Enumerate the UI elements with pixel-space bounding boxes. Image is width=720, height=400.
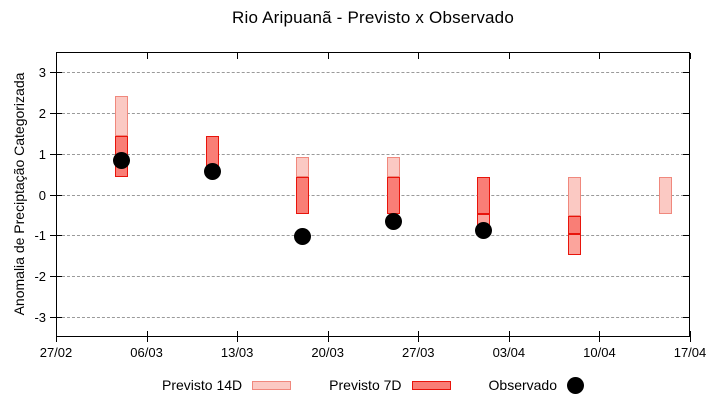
gridline-y-1 [57, 235, 689, 237]
forecast-bar-light-15/04 [658, 177, 672, 214]
legend-label: Observado [488, 377, 557, 393]
y-tick-left [50, 72, 62, 74]
x-tick-label: 27/03 [402, 345, 435, 360]
forecast-bar-dark-01/04 [477, 177, 491, 214]
y-tick-left [50, 153, 62, 155]
y-tick-left [50, 275, 62, 277]
observed-dot-01/04 [475, 221, 493, 239]
forecast-bar-dark-08/04 [568, 215, 582, 235]
x-tick-label: 13/03 [220, 345, 254, 360]
x-tick-label: 10/04 [583, 345, 616, 360]
forecast-bar-light-08/04 [568, 177, 582, 216]
y-tick-left [50, 113, 62, 115]
y-tick-right [683, 113, 689, 115]
forecast-bar-light-25/03 [386, 156, 400, 178]
legend-label: Previsto 7D [329, 377, 402, 393]
gridline-y3 [57, 72, 689, 74]
y-tick-label: 3 [38, 65, 46, 81]
x-tick-top [690, 53, 691, 59]
y-tick-label: 0 [38, 187, 46, 203]
gridline-y-2 [57, 275, 689, 277]
x-tick-label: 06/03 [130, 345, 163, 360]
legend-observed-dot-icon [567, 376, 584, 394]
x-tick-label: 03/04 [492, 345, 526, 360]
legend-item-previsto-7d: Previsto 7D [329, 377, 451, 393]
y-tick-right [683, 194, 689, 196]
legend-swatch-dark [411, 380, 451, 390]
forecast-bar-dark-25/03 [386, 177, 400, 214]
x-tick-bottom [418, 331, 420, 342]
x-tick-label: 20/03 [311, 345, 344, 360]
y-tick-right [683, 72, 689, 74]
x-tick-top [327, 53, 329, 59]
x-tick-label: 17/04 [673, 345, 707, 360]
x-tick-label: 27/02 [39, 345, 73, 360]
x-tick-top [56, 53, 57, 59]
forecast-bar-light-04/03 [115, 95, 129, 137]
observed-dot-18/03 [294, 227, 312, 245]
y-tick-left [50, 316, 62, 318]
x-tick-top [508, 53, 510, 59]
gridline-y2 [57, 113, 689, 115]
observed-dot-25/03 [384, 213, 402, 231]
y-tick-right [683, 316, 689, 318]
y-tick-right [683, 235, 689, 237]
legend-swatch-light [252, 380, 292, 390]
observed-dot-04/03 [113, 152, 131, 170]
x-tick-bottom [508, 331, 510, 342]
plot-area [56, 52, 690, 337]
y-tick-left [50, 235, 62, 237]
x-tick-top [599, 53, 601, 59]
legend-label: Previsto 14D [162, 377, 243, 393]
y-tick-label: -2 [34, 268, 46, 284]
gridline-y0 [57, 194, 689, 196]
legend-item-previsto-14d: Previsto 14D [162, 377, 292, 393]
x-tick-bottom [146, 331, 148, 342]
legend: Previsto 14D Previsto 7D Observado [56, 375, 690, 395]
y-tick-label: 1 [38, 146, 46, 162]
chart-title: Rio Aripuanã - Previsto x Observado [232, 8, 514, 27]
x-tick-top [418, 53, 420, 59]
y-tick-label: -3 [34, 309, 46, 325]
y-tick-left [50, 194, 62, 196]
x-tick-bottom [690, 331, 691, 342]
x-tick-bottom [56, 331, 57, 342]
x-tick-bottom [237, 331, 239, 342]
forecast-bar-light-18/03 [296, 156, 310, 178]
forecast-bar-dark-18/03 [296, 177, 310, 214]
gridline-y-3 [57, 316, 689, 318]
y-tick-right [683, 153, 689, 155]
legend-item-observado: Observado [488, 376, 584, 394]
x-tick-top [146, 53, 148, 59]
x-tick-bottom [599, 331, 601, 342]
x-tick-top [237, 53, 239, 59]
gridline-y1 [57, 153, 689, 155]
observed-dot-11/03 [203, 162, 221, 180]
x-tick-bottom [327, 331, 329, 342]
y-tick-label: 2 [38, 106, 46, 122]
forecast-bar-medium-08/04 [568, 234, 582, 255]
y-tick-label: -1 [34, 228, 46, 244]
y-tick-right [683, 275, 689, 277]
